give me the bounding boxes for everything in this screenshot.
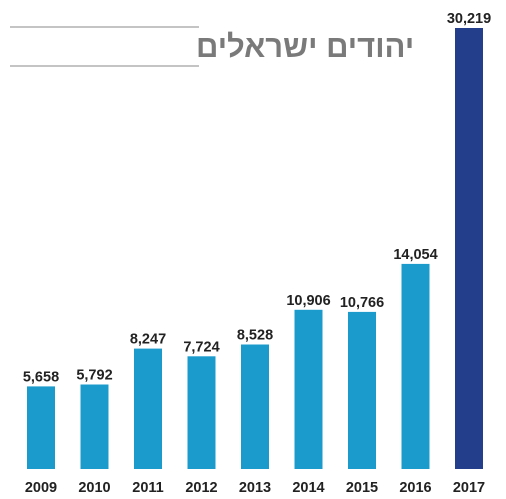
value-label-2011: 8,247 bbox=[130, 332, 166, 348]
bar-2015 bbox=[348, 311, 376, 469]
x-tick-label-2015: 2015 bbox=[346, 480, 378, 496]
bar-2012 bbox=[187, 356, 216, 469]
value-label-2012: 7,724 bbox=[183, 339, 219, 355]
x-tick-label-2014: 2014 bbox=[292, 480, 324, 496]
x-tick-label-2017: 2017 bbox=[453, 480, 485, 496]
bar-2017 bbox=[455, 28, 483, 469]
value-label-2009: 5,658 bbox=[23, 369, 59, 385]
x-axis-tick-labels: 2009 2010 2011 2012 2013 2014 2015 2016 2017 bbox=[25, 480, 485, 496]
bar-2014 bbox=[294, 309, 323, 469]
value-label-2015: 10,766 bbox=[340, 295, 384, 311]
bar-2010 bbox=[80, 384, 109, 469]
value-label-2014: 10,906 bbox=[286, 293, 330, 309]
chart-title: יהודים ישראלים bbox=[196, 29, 414, 64]
value-label-2013: 8,528 bbox=[237, 328, 273, 344]
value-label-2010: 5,792 bbox=[76, 368, 112, 384]
x-tick-label-2012: 2012 bbox=[185, 480, 217, 496]
bars-group bbox=[27, 28, 483, 469]
x-tick-label-2011: 2011 bbox=[132, 480, 163, 496]
value-label-2017: 30,219 bbox=[447, 11, 491, 27]
bar-2016 bbox=[401, 263, 430, 469]
bar-2009 bbox=[27, 386, 55, 469]
x-tick-label-2016: 2016 bbox=[399, 480, 431, 496]
x-tick-label-2009: 2009 bbox=[25, 480, 57, 496]
bar-2013 bbox=[241, 344, 269, 469]
value-labels-group: 5,658 5,792 8,247 7,724 8,528 10,906 10,766 14,… bbox=[23, 11, 491, 385]
x-tick-label-2010: 2010 bbox=[78, 480, 110, 496]
x-tick-label-2013: 2013 bbox=[239, 480, 271, 496]
bar-2011 bbox=[134, 348, 162, 469]
value-label-2016: 14,054 bbox=[393, 247, 437, 263]
